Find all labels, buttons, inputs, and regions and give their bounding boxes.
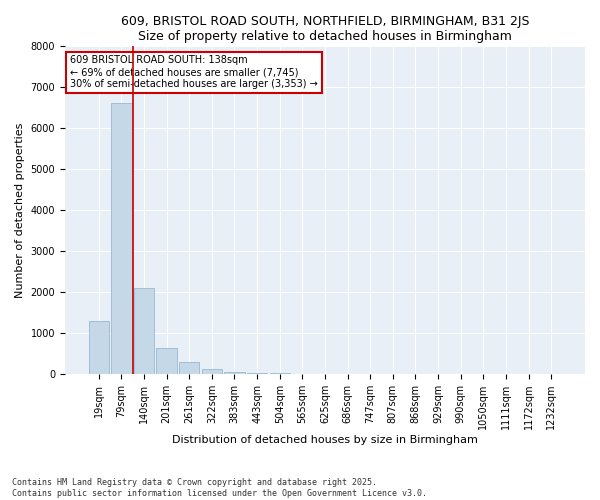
Text: 609 BRISTOL ROAD SOUTH: 138sqm
← 69% of detached houses are smaller (7,745)
30% : 609 BRISTOL ROAD SOUTH: 138sqm ← 69% of … — [70, 56, 318, 88]
Bar — [89, 321, 109, 374]
Bar — [179, 362, 199, 374]
Bar — [224, 372, 245, 374]
Bar — [111, 103, 131, 374]
Bar — [157, 348, 177, 374]
Title: 609, BRISTOL ROAD SOUTH, NORTHFIELD, BIRMINGHAM, B31 2JS
Size of property relati: 609, BRISTOL ROAD SOUTH, NORTHFIELD, BIR… — [121, 15, 529, 43]
Bar — [269, 372, 290, 374]
Bar — [134, 288, 154, 374]
X-axis label: Distribution of detached houses by size in Birmingham: Distribution of detached houses by size … — [172, 435, 478, 445]
Bar — [202, 369, 222, 374]
Bar — [247, 373, 267, 374]
Text: Contains HM Land Registry data © Crown copyright and database right 2025.
Contai: Contains HM Land Registry data © Crown c… — [12, 478, 427, 498]
Y-axis label: Number of detached properties: Number of detached properties — [15, 122, 25, 298]
